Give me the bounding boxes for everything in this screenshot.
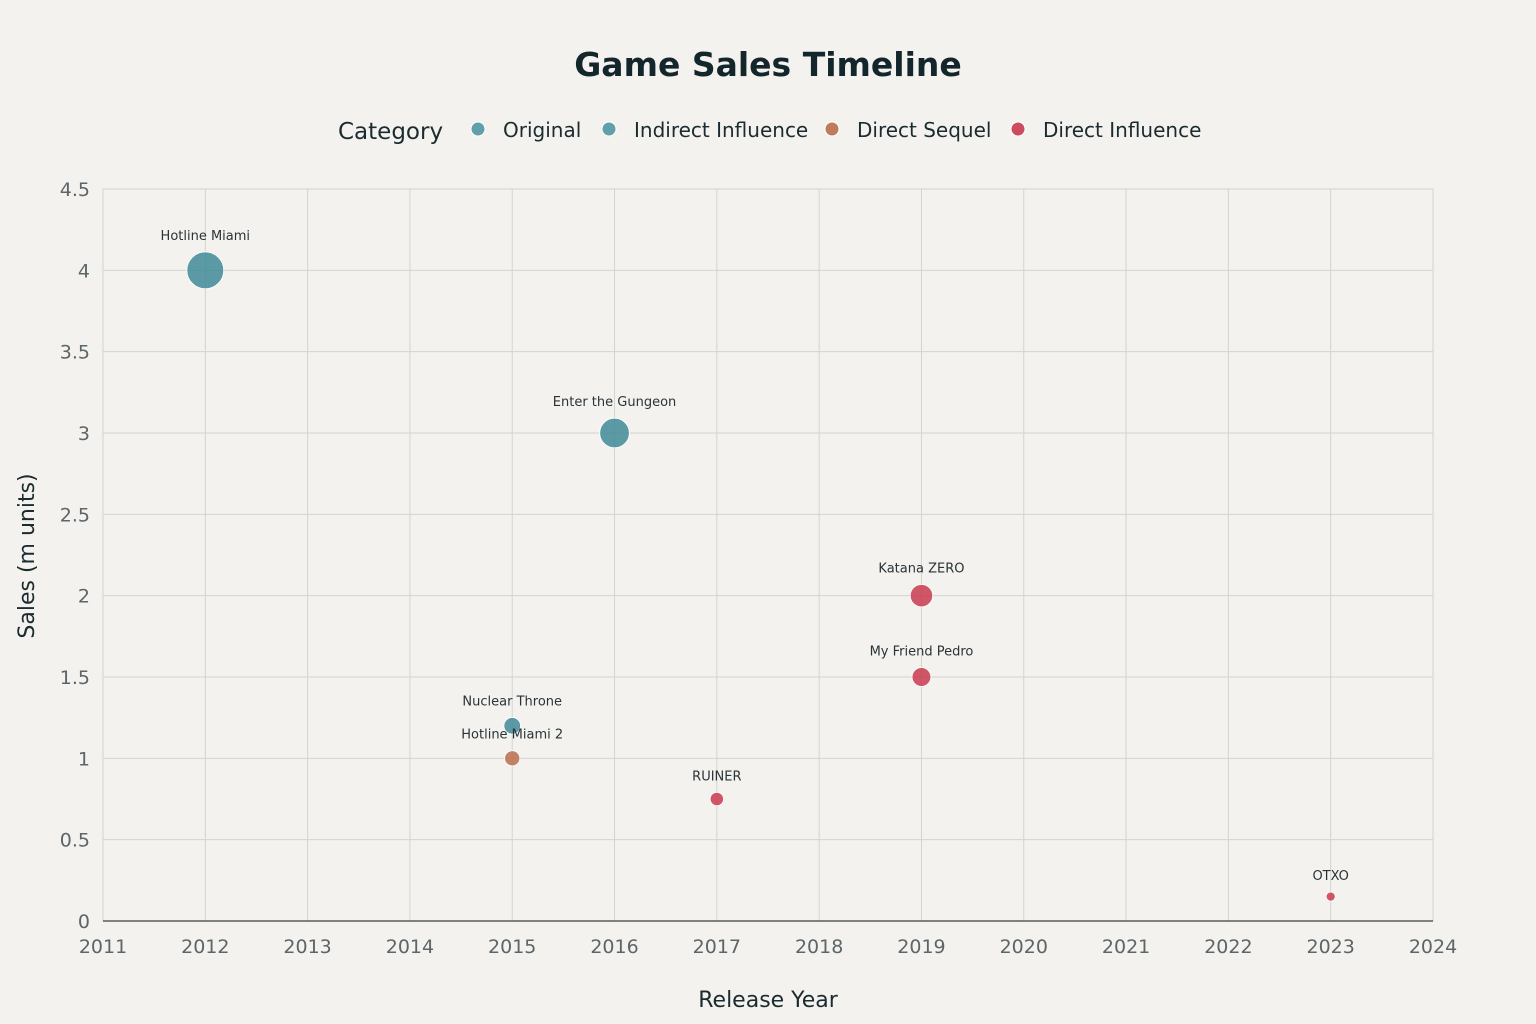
y-tick-label: 0.5	[60, 830, 90, 852]
x-tick-label: 2011	[79, 936, 127, 958]
x-tick-label: 2021	[1102, 936, 1150, 958]
x-tick-label: 2013	[283, 936, 331, 958]
data-point	[909, 584, 934, 608]
data-point	[911, 667, 932, 687]
legend-marker	[601, 121, 617, 137]
y-axis-ticks: 0 0.5 1 1.5 2 2.5 3 3.5 4 4.5	[60, 179, 90, 933]
data-point-label: Hotline Miami	[161, 229, 251, 244]
legend-label: Direct Sequel	[857, 118, 991, 142]
legend-label: Indirect Influence	[634, 118, 808, 142]
legend-label: Original	[503, 118, 581, 142]
data-point	[1325, 891, 1336, 902]
data-point-label: RUINER	[692, 769, 741, 784]
legend-marker	[1010, 121, 1026, 137]
x-tick-label: 2012	[181, 936, 229, 958]
x-tick-label: 2014	[386, 936, 434, 958]
y-tick-label: 1	[78, 748, 90, 770]
x-tick-label: 2018	[795, 936, 843, 958]
x-tick-label: 2020	[1000, 936, 1048, 958]
y-tick-label: 1.5	[60, 667, 90, 689]
x-tick-label: 2022	[1204, 936, 1252, 958]
legend-label: Direct Influence	[1043, 118, 1201, 142]
data-point-label: Nuclear Throne	[462, 694, 562, 709]
x-axis-label: Release Year	[698, 988, 838, 1013]
chart-title: Game Sales Timeline	[574, 45, 962, 84]
data-point	[599, 417, 630, 449]
y-tick-label: 4	[78, 260, 90, 282]
y-tick-label: 4.5	[60, 179, 90, 201]
data-point	[709, 791, 724, 807]
data-point-label: My Friend Pedro	[870, 645, 974, 660]
y-tick-label: 0	[78, 911, 90, 933]
x-tick-label: 2017	[693, 936, 741, 958]
data-point-label: OTXO	[1312, 869, 1348, 884]
data-point	[504, 750, 521, 767]
x-tick-label: 2019	[897, 936, 945, 958]
x-tick-label: 2016	[590, 936, 638, 958]
data-point-label: Katana ZERO	[878, 561, 964, 576]
legend: Category Original Indirect Influence Direc…	[338, 118, 1201, 145]
x-tick-label: 2023	[1307, 936, 1355, 958]
x-tick-label: 2024	[1409, 936, 1457, 958]
legend-title: Category	[338, 119, 443, 145]
grid	[102, 188, 1434, 922]
x-tick-label: 2015	[488, 936, 536, 958]
y-tick-label: 3	[78, 423, 90, 445]
x-axis-ticks: 2011 2012 2013 2014 2015 2016 2017 2018 2019 2020…	[79, 936, 1457, 958]
data-point	[186, 251, 225, 290]
y-tick-label: 2	[78, 586, 90, 608]
y-tick-label: 3.5	[60, 342, 90, 364]
y-axis-label: Sales (m units)	[15, 473, 40, 638]
y-tick-label: 2.5	[60, 504, 90, 526]
legend-marker	[824, 121, 840, 137]
data-point-label: Enter the Gungeon	[553, 395, 677, 410]
data-point	[503, 717, 521, 735]
data-points: Hotline Miami Enter the Gungeon Nuclear Th…	[161, 229, 1349, 902]
legend-marker	[470, 121, 486, 137]
data-point-label: Hotline Miami 2	[461, 728, 563, 743]
